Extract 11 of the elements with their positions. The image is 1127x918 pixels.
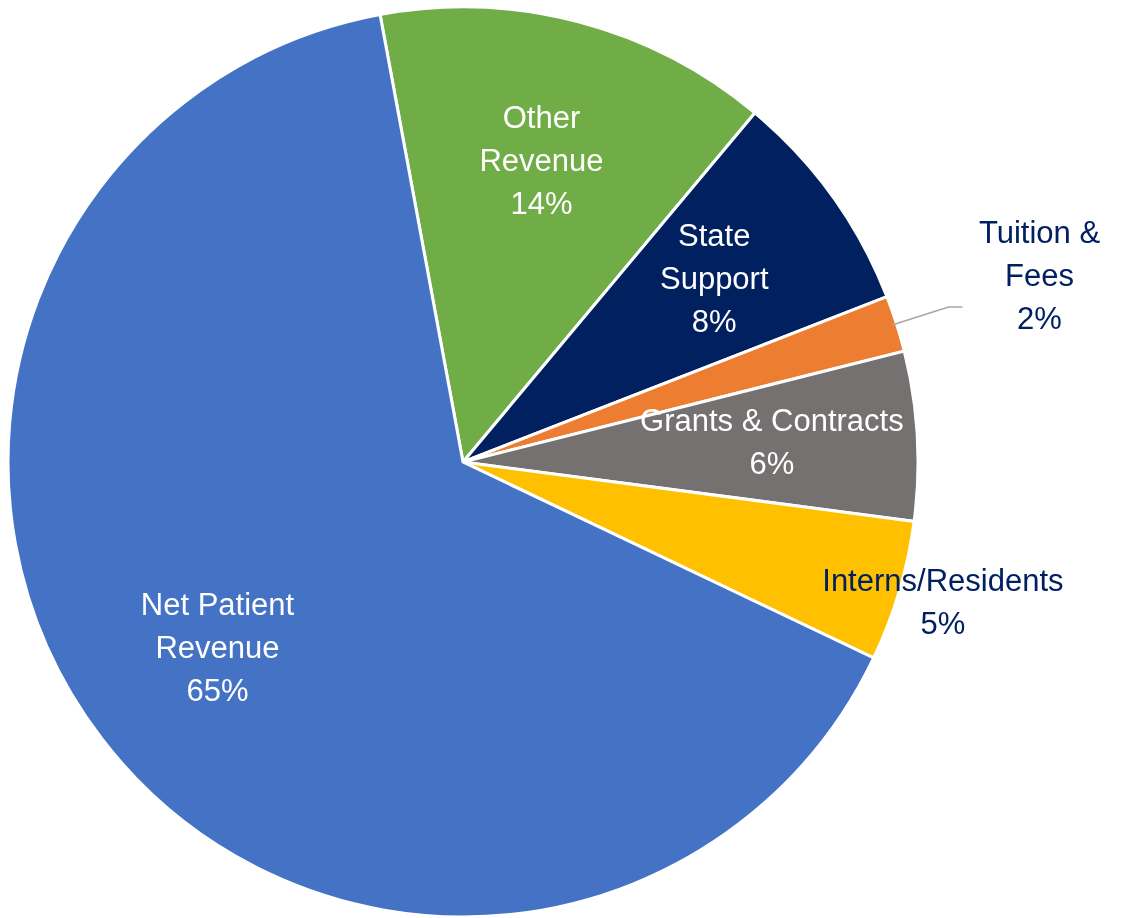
data-label: 5% <box>920 605 966 641</box>
data-label: 8% <box>691 304 737 340</box>
slice-label: Other Revenue <box>479 99 604 178</box>
slice-label: State Support <box>659 218 769 297</box>
data-label: 2% <box>1017 301 1062 337</box>
slice-label: Net Patient Revenue <box>140 587 295 666</box>
data-label: 65% <box>186 673 249 709</box>
slice-label: Grants & Contracts <box>640 402 904 438</box>
data-label: 6% <box>749 445 795 481</box>
data-label: 14% <box>510 185 573 221</box>
slice-label: Tuition & Fees <box>978 215 1101 294</box>
